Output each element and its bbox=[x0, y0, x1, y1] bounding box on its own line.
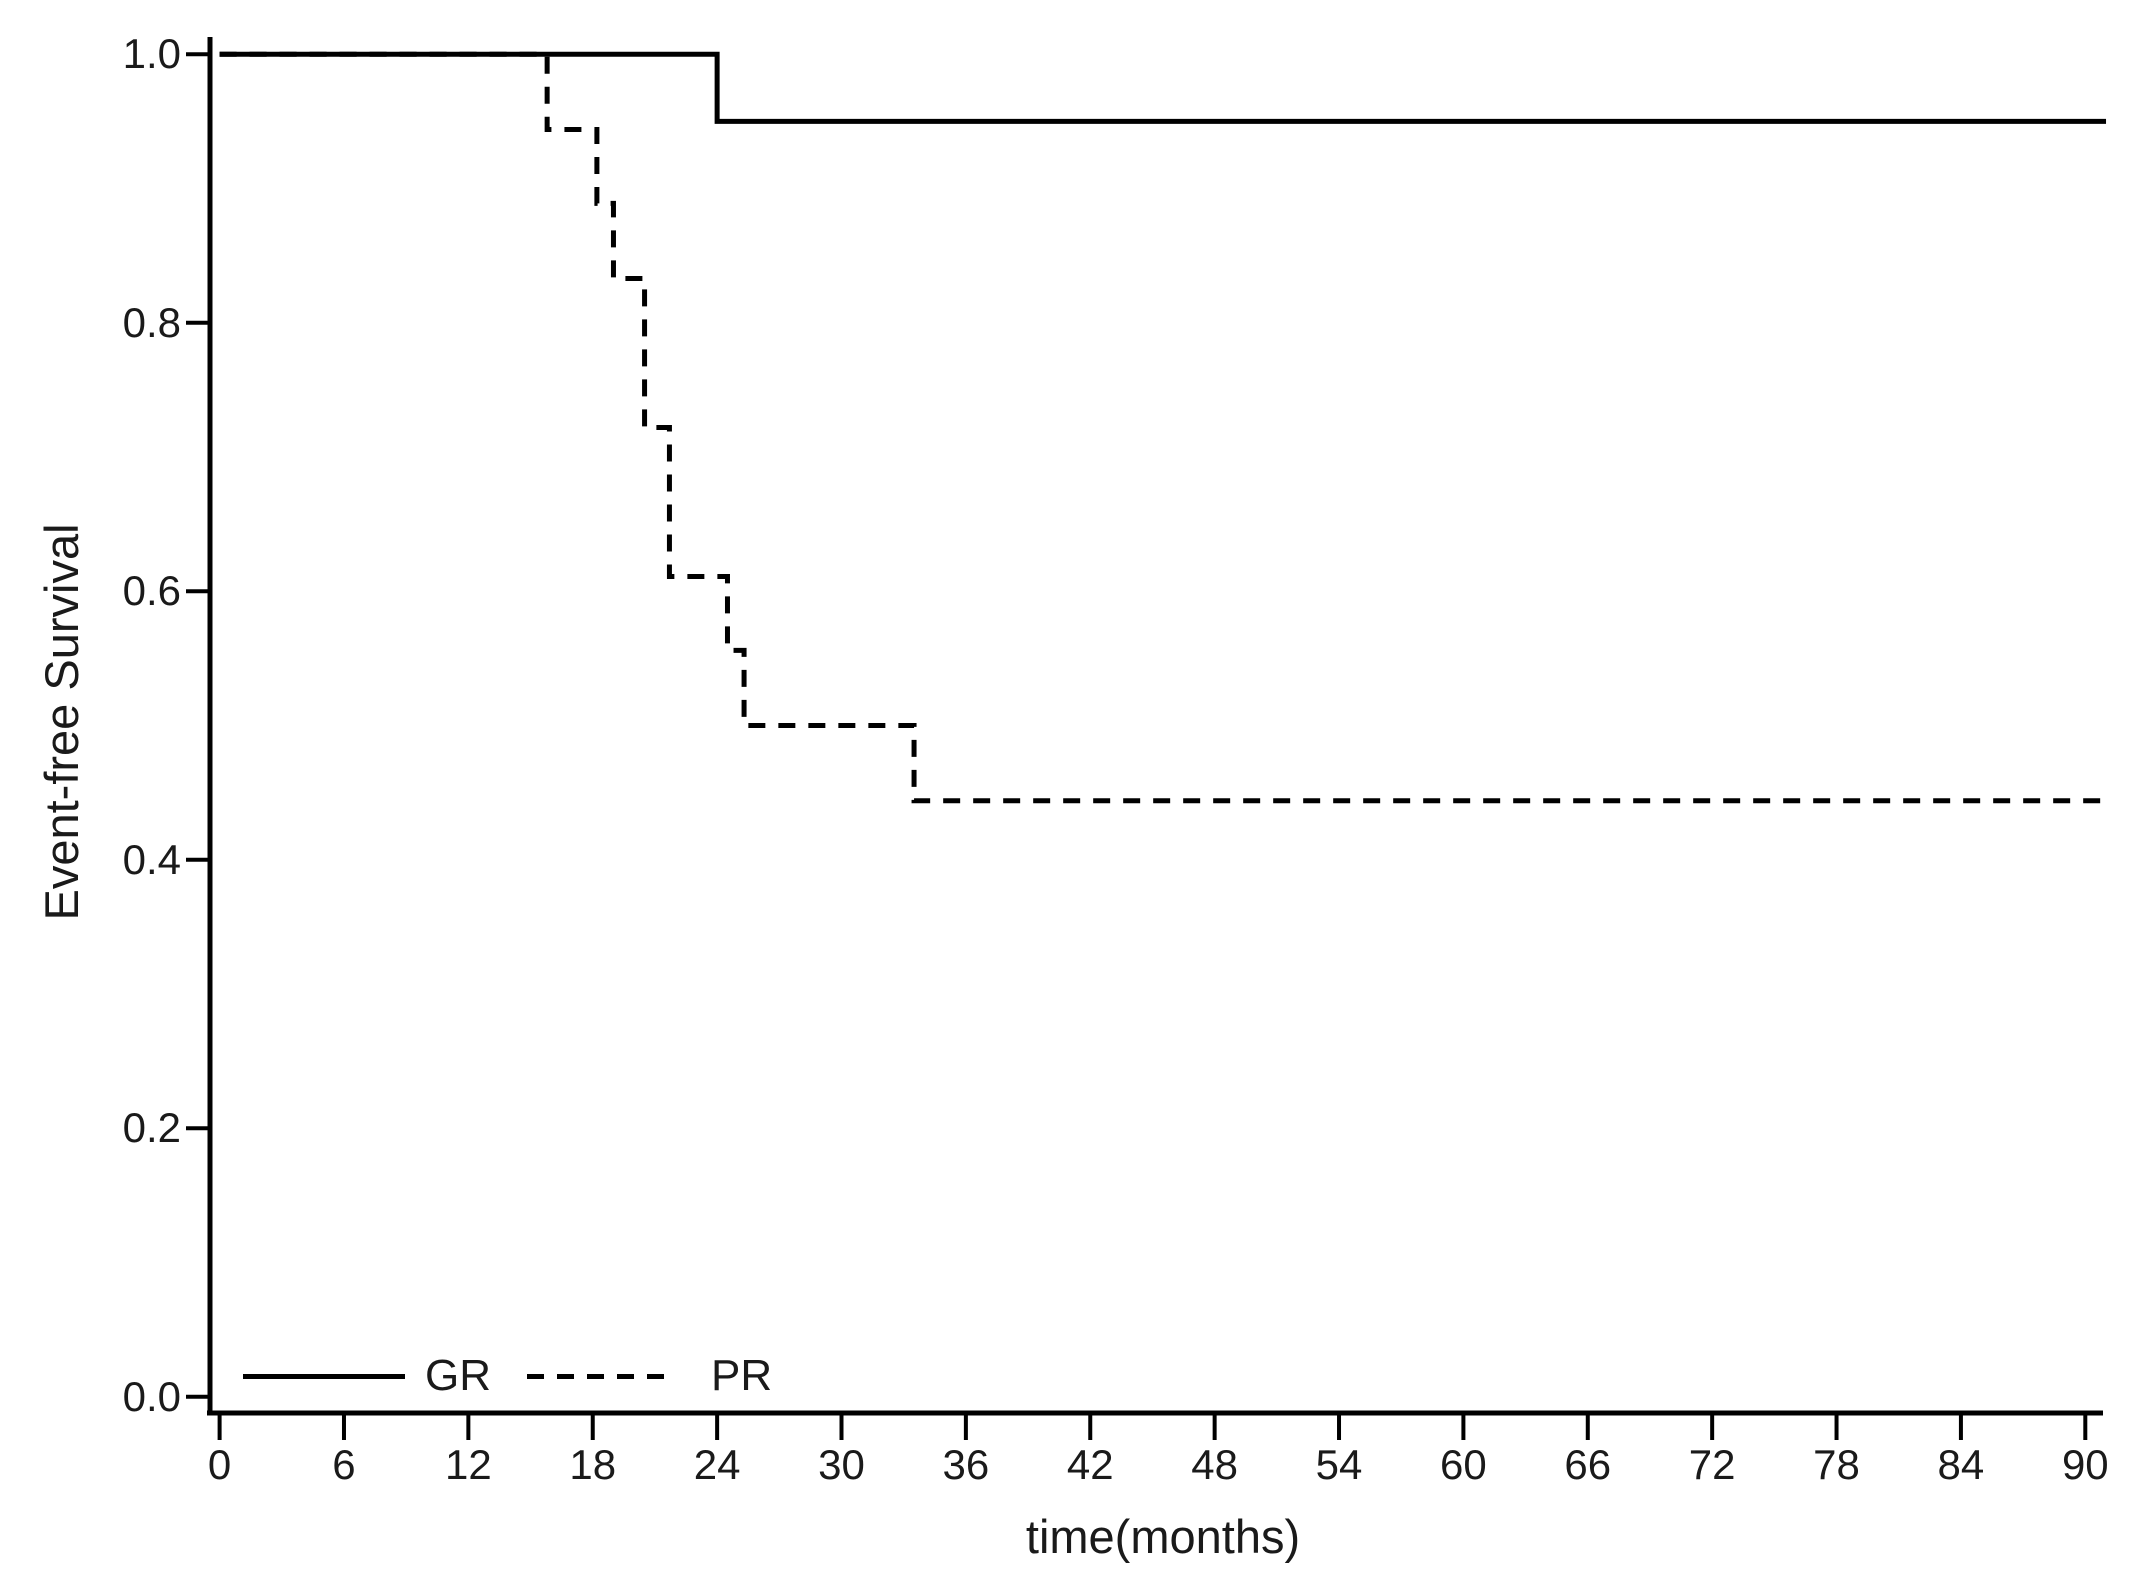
legend-line-sample-dashed bbox=[527, 1373, 677, 1379]
y-tick-label: 0.6 bbox=[122, 567, 181, 615]
x-tick-label: 12 bbox=[445, 1441, 492, 1488]
x-tick-label: 0 bbox=[207, 1441, 232, 1488]
y-tick-label: 0.2 bbox=[122, 1104, 181, 1152]
x-tick-label: 6 bbox=[332, 1441, 356, 1488]
x-tick-label: 24 bbox=[693, 1441, 741, 1488]
y-tick-label: 0.4 bbox=[122, 835, 181, 883]
legend-line-sample-solid bbox=[243, 1373, 405, 1379]
gr-survival-curve bbox=[219, 51, 2107, 124]
x-tick-label: 66 bbox=[1564, 1441, 1612, 1488]
x-tick-label: 72 bbox=[1688, 1441, 1736, 1488]
x-axis-title: time(months) bbox=[1025, 1510, 1301, 1563]
x-tick-label: 78 bbox=[1813, 1441, 1860, 1488]
x-tick-label: 30 bbox=[818, 1441, 865, 1488]
y-tick-label: 1.0 bbox=[122, 30, 181, 78]
pr-survival-curve bbox=[219, 51, 2107, 804]
x-tick-label: 48 bbox=[1191, 1441, 1238, 1488]
x-tick-label: 54 bbox=[1315, 1441, 1363, 1488]
legend-label-gr: GR bbox=[425, 1351, 491, 1400]
x-tick-label: 18 bbox=[569, 1441, 617, 1488]
x-tick-label: 84 bbox=[1937, 1441, 1985, 1488]
x-tick-label: 42 bbox=[1066, 1441, 1114, 1488]
x-tick-label: 36 bbox=[942, 1441, 990, 1488]
legend: GR PR bbox=[243, 1350, 772, 1402]
y-tick-label: 0.8 bbox=[122, 298, 181, 346]
x-tick-label: 60 bbox=[1440, 1441, 1487, 1488]
y-tick-label: 0.0 bbox=[122, 1372, 181, 1420]
legend-label-pr: PR bbox=[711, 1351, 773, 1400]
x-tick-label: 90 bbox=[2061, 1441, 2109, 1488]
